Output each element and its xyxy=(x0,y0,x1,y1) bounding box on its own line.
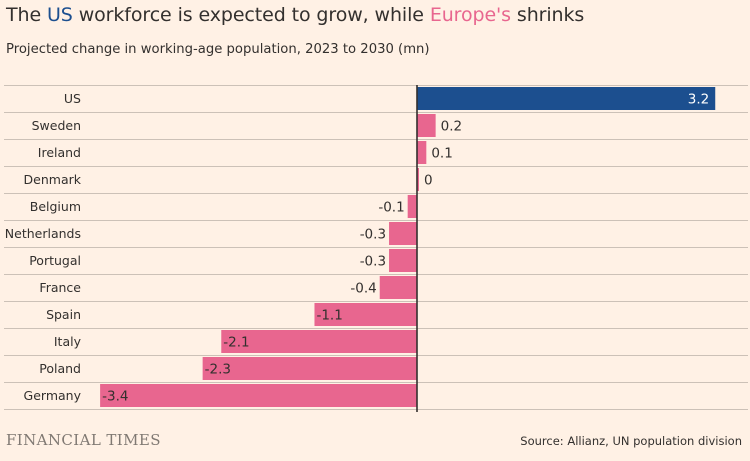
bar-ireland xyxy=(417,141,427,164)
category-label-germany: Germany xyxy=(24,388,82,403)
value-label-poland: -2.3 xyxy=(205,362,231,378)
bar-us xyxy=(417,87,716,110)
value-label-netherlands: -0.3 xyxy=(360,227,386,243)
bar-spain xyxy=(314,303,417,326)
value-label-spain: -1.1 xyxy=(316,308,342,324)
bar-netherlands xyxy=(389,222,417,245)
bar-italy xyxy=(221,330,417,353)
title-middle: workforce is expected to grow, while xyxy=(72,4,430,26)
category-label-poland: Poland xyxy=(39,361,81,376)
title-suffix: shrinks xyxy=(510,4,585,26)
bar-sweden xyxy=(417,114,436,137)
category-label-us: US xyxy=(64,91,81,106)
value-label-germany: -3.4 xyxy=(102,389,128,405)
category-label-belgium: Belgium xyxy=(30,199,81,214)
chart-title: The US workforce is expected to grow, wh… xyxy=(6,4,584,26)
bar-germany xyxy=(100,384,418,407)
category-label-netherlands: Netherlands xyxy=(5,226,81,241)
category-label-denmark: Denmark xyxy=(24,172,82,187)
title-prefix: The xyxy=(6,4,47,26)
category-label-spain: Spain xyxy=(46,307,81,322)
value-label-denmark: 0 xyxy=(424,173,433,189)
value-label-us: 3.2 xyxy=(688,92,709,108)
category-label-sweden: Sweden xyxy=(32,118,81,133)
title-us-highlight: US xyxy=(46,4,73,26)
bar-france xyxy=(379,276,417,299)
category-label-portugal: Portugal xyxy=(29,253,81,268)
value-label-belgium: -0.1 xyxy=(378,200,404,216)
brand-logo: FINANCIAL TIMES xyxy=(6,431,161,449)
value-label-italy: -2.1 xyxy=(223,335,249,351)
value-label-ireland: 0.1 xyxy=(431,146,452,162)
bar-belgium xyxy=(407,195,417,218)
category-label-france: France xyxy=(39,280,81,295)
bar-portugal xyxy=(389,249,417,272)
value-label-portugal: -0.3 xyxy=(360,254,386,270)
chart-subtitle: Projected change in working-age populati… xyxy=(6,42,430,57)
category-label-ireland: Ireland xyxy=(38,145,81,160)
bar-poland xyxy=(202,357,417,380)
value-label-sweden: 0.2 xyxy=(441,119,462,135)
source-note: Source: Allianz, UN population division xyxy=(520,434,742,448)
bar-denmark xyxy=(417,168,419,191)
value-label-france: -0.4 xyxy=(350,281,376,297)
title-europe-highlight: Europe's xyxy=(429,4,511,26)
category-label-italy: Italy xyxy=(54,334,82,349)
